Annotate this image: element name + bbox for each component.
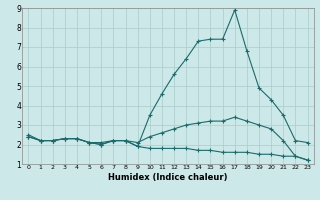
X-axis label: Humidex (Indice chaleur): Humidex (Indice chaleur) (108, 173, 228, 182)
